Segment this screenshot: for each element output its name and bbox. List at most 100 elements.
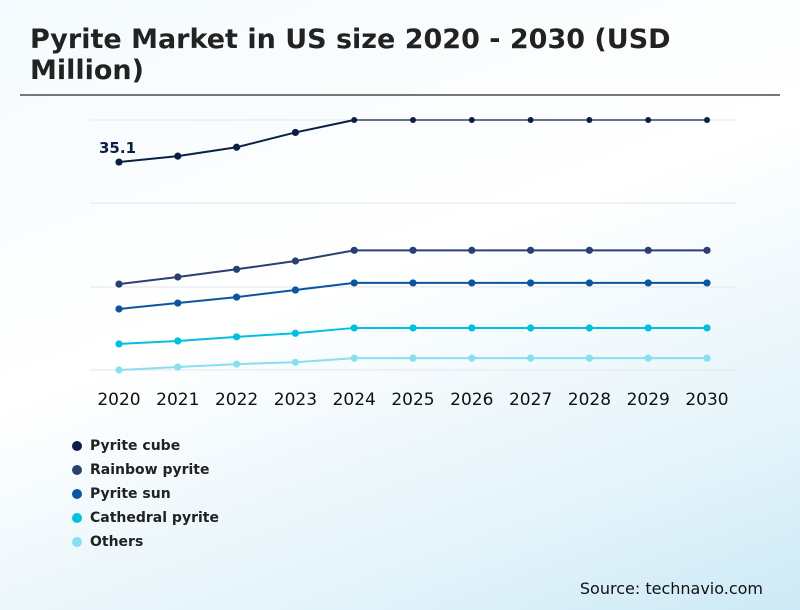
- source-note: Source: technavio.com: [579, 579, 763, 598]
- chart-title: Pyrite Market in US size 2020 - 2030 (US…: [30, 24, 671, 86]
- data-point: [233, 265, 241, 273]
- data-point: [644, 246, 652, 254]
- data-point: [115, 366, 123, 374]
- data-point: [703, 246, 711, 254]
- series-line-segment: [177, 268, 237, 278]
- data-point: [410, 117, 416, 123]
- x-tick-label: 2027: [509, 390, 552, 410]
- legend-marker-icon: [72, 441, 82, 451]
- series-line-segment: [295, 249, 355, 262]
- series-line-segment: [236, 260, 296, 271]
- series-line-segment: [236, 131, 296, 149]
- data-point: [291, 329, 299, 337]
- legend: Pyrite cube Rainbow pyrite Pyrite sun Cathe…: [72, 434, 219, 554]
- data-point: [350, 246, 358, 254]
- data-point: [291, 358, 299, 366]
- legend-item: Others: [72, 530, 219, 554]
- data-point: [645, 117, 652, 123]
- data-point: [409, 354, 417, 362]
- legend-label: Rainbow pyrite: [90, 462, 210, 478]
- data-point: [174, 152, 182, 160]
- data-point: [233, 333, 241, 341]
- data-point: [174, 337, 182, 345]
- data-point: [704, 117, 710, 123]
- title-divider: [20, 94, 780, 96]
- series-line-segment: [118, 339, 178, 345]
- legend-marker-icon: [72, 465, 82, 475]
- data-point: [291, 128, 299, 137]
- x-tick-label: 2026: [450, 390, 493, 410]
- series-line-segment: [295, 281, 355, 292]
- data-point: [350, 279, 358, 287]
- series-line-segment: [118, 302, 178, 310]
- x-tick-label: 2021: [156, 390, 199, 410]
- series-line-segment: [177, 363, 237, 369]
- legend-item: Cathedral pyrite: [72, 506, 219, 530]
- x-tick-label: 2028: [568, 390, 611, 410]
- data-point: [468, 246, 476, 254]
- data-point: [115, 280, 123, 288]
- data-point: [233, 143, 241, 151]
- data-point: [409, 246, 417, 254]
- legend-marker-icon: [72, 513, 82, 523]
- data-point: [585, 279, 594, 287]
- series-line-segment: [177, 335, 237, 342]
- series-line-segment: [118, 366, 178, 371]
- data-point: [527, 324, 535, 332]
- data-point: [468, 279, 476, 287]
- series-line-segment: [177, 146, 237, 158]
- data-point: [468, 324, 476, 332]
- x-tick-label: 2029: [627, 390, 670, 410]
- data-point: [644, 354, 652, 362]
- x-tick-label: 2022: [215, 390, 258, 410]
- series-line-segment: [177, 296, 237, 305]
- data-point: [585, 354, 594, 362]
- data-point: [703, 354, 711, 362]
- series-line-segment: [295, 357, 355, 364]
- data-point: [409, 324, 417, 332]
- data-point: [468, 117, 475, 123]
- data-point: [233, 293, 241, 301]
- data-point: [350, 324, 358, 332]
- legend-marker-icon: [72, 537, 82, 547]
- data-point: [527, 246, 535, 254]
- data-point: [291, 257, 299, 265]
- data-point: [644, 324, 652, 332]
- data-point: [174, 299, 182, 307]
- data-point: [527, 354, 535, 362]
- x-tick-label: 2023: [274, 390, 317, 410]
- series-line-segment: [118, 155, 178, 164]
- series-line-segment: [236, 332, 296, 338]
- legend-label: Pyrite cube: [90, 438, 181, 454]
- data-point: [291, 286, 299, 294]
- legend-marker-icon: [72, 489, 82, 499]
- x-tick-label: 2025: [391, 390, 434, 410]
- x-tick-label: 2030: [685, 390, 728, 410]
- legend-label: Others: [90, 534, 144, 550]
- data-point: [115, 305, 123, 313]
- data-point: [586, 117, 593, 123]
- series-line-segment: [295, 326, 355, 335]
- data-point: [527, 117, 534, 123]
- legend-label: Pyrite sun: [90, 486, 171, 502]
- series-line-segment: [236, 361, 296, 366]
- data-point: [468, 354, 476, 362]
- x-tick-label: 2020: [97, 390, 140, 410]
- data-point: [351, 117, 358, 123]
- data-point: [174, 363, 182, 371]
- data-point: [115, 340, 123, 348]
- data-point: [585, 324, 594, 332]
- data-point: [233, 360, 241, 368]
- legend-item: Pyrite sun: [72, 482, 219, 506]
- data-point: [527, 279, 535, 287]
- x-tick-label: 2024: [333, 390, 376, 410]
- data-point: [350, 354, 358, 362]
- legend-label: Cathedral pyrite: [90, 510, 219, 526]
- data-point: [703, 279, 711, 287]
- series-line-segment: [295, 119, 355, 134]
- series-line-segment: [236, 289, 296, 299]
- data-label: 35.1: [99, 139, 136, 157]
- legend-item: Rainbow pyrite: [72, 458, 219, 482]
- data-point: [644, 279, 652, 287]
